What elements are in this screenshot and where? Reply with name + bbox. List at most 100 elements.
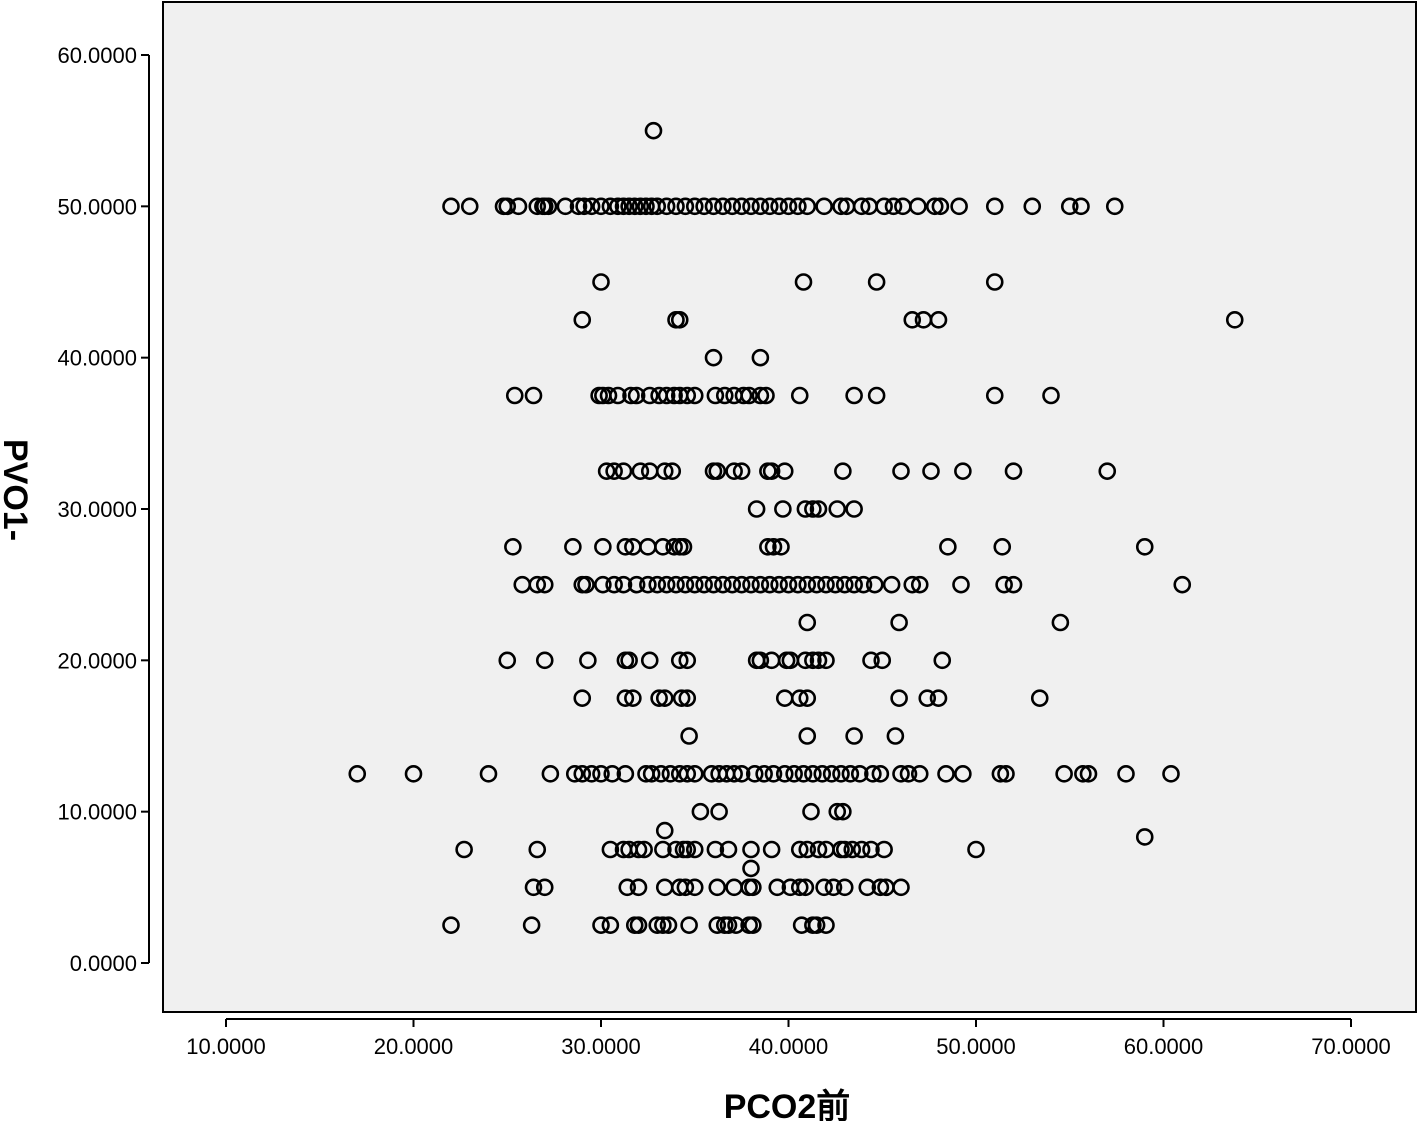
data-point bbox=[871, 878, 890, 897]
data-point bbox=[760, 575, 779, 594]
data-point bbox=[742, 197, 760, 216]
data-point bbox=[862, 651, 880, 670]
data-point bbox=[817, 575, 835, 594]
data-point bbox=[890, 689, 908, 707]
data-point bbox=[648, 916, 667, 934]
data-point bbox=[714, 197, 732, 216]
data-point bbox=[706, 840, 725, 859]
data-point bbox=[768, 878, 787, 897]
x-tick-label: 30.0000 bbox=[561, 1034, 641, 1059]
data-point bbox=[657, 575, 676, 594]
data-point bbox=[751, 651, 770, 670]
data-point bbox=[789, 197, 807, 216]
data-point bbox=[652, 765, 670, 783]
data-point bbox=[950, 197, 968, 216]
data-point bbox=[592, 765, 610, 783]
data-point bbox=[592, 273, 610, 291]
data-point bbox=[832, 765, 850, 783]
data-point bbox=[798, 613, 817, 632]
data-point bbox=[627, 386, 646, 405]
data-point bbox=[605, 462, 623, 480]
data-point bbox=[597, 462, 616, 480]
y-axis-title: PVO1- bbox=[0, 439, 34, 541]
data-point bbox=[674, 538, 693, 556]
y-tick-label: 60.0000 bbox=[57, 43, 137, 68]
data-point bbox=[655, 462, 674, 480]
data-point bbox=[691, 802, 710, 821]
data-point bbox=[1105, 197, 1124, 216]
data-point bbox=[622, 386, 640, 405]
data-point bbox=[770, 197, 788, 216]
data-point bbox=[676, 197, 695, 216]
data-point bbox=[740, 386, 758, 405]
data-point bbox=[937, 765, 955, 783]
data-point bbox=[1117, 765, 1135, 783]
data-point bbox=[757, 386, 775, 405]
data-point bbox=[815, 197, 833, 216]
data-point bbox=[725, 765, 743, 783]
data-point bbox=[796, 878, 815, 897]
data-point bbox=[903, 575, 922, 594]
data-point bbox=[642, 765, 661, 783]
data-point bbox=[925, 197, 944, 216]
data-point bbox=[665, 386, 683, 405]
data-point bbox=[882, 575, 901, 594]
data-point bbox=[404, 765, 423, 783]
data-point bbox=[1225, 311, 1244, 329]
data-point bbox=[582, 197, 601, 216]
data-point bbox=[909, 197, 927, 216]
data-point bbox=[903, 311, 922, 329]
data-point bbox=[655, 689, 674, 707]
x-axis: 10.0000 20.0000 30.0000 40.0000 50.0000 60.00… bbox=[186, 1018, 1391, 1059]
data-point bbox=[678, 689, 697, 707]
data-point bbox=[886, 727, 905, 745]
data-point bbox=[751, 197, 770, 216]
data-point bbox=[348, 765, 367, 783]
data-point bbox=[1030, 689, 1049, 707]
data-point bbox=[985, 386, 1004, 405]
data-point bbox=[993, 538, 1012, 556]
data-point bbox=[667, 575, 685, 594]
data-point bbox=[667, 840, 685, 859]
y-axis: 0.0000 10.0000 20.0000 30.0000 40.0000 50.000… bbox=[57, 43, 150, 976]
data-point bbox=[654, 538, 672, 556]
data-point bbox=[835, 575, 854, 594]
data-point bbox=[1004, 575, 1023, 594]
data-point bbox=[794, 765, 813, 783]
x-tick-label: 50.0000 bbox=[936, 1034, 1016, 1059]
data-point bbox=[742, 840, 760, 859]
data-point bbox=[841, 765, 860, 783]
points-layer bbox=[348, 121, 1244, 934]
data-point bbox=[522, 916, 541, 934]
data-point bbox=[575, 197, 593, 216]
data-point bbox=[918, 689, 937, 707]
y-tick-label: 50.0000 bbox=[57, 194, 137, 219]
data-point bbox=[569, 197, 588, 216]
data-point bbox=[785, 765, 803, 783]
data-point bbox=[762, 840, 781, 859]
data-point bbox=[892, 462, 910, 480]
data-point bbox=[1135, 538, 1154, 556]
data-point bbox=[798, 575, 817, 594]
data-point bbox=[744, 916, 762, 934]
data-point bbox=[556, 197, 575, 216]
data-point bbox=[663, 462, 682, 480]
data-point bbox=[790, 878, 809, 897]
data-point bbox=[817, 916, 835, 934]
data-point bbox=[601, 840, 620, 859]
data-point bbox=[504, 538, 522, 556]
data-point bbox=[732, 197, 751, 216]
data-point bbox=[654, 916, 672, 934]
data-point bbox=[648, 575, 667, 594]
data-point bbox=[725, 462, 743, 480]
data-point bbox=[796, 500, 815, 518]
data-point bbox=[624, 689, 642, 707]
data-point bbox=[789, 575, 807, 594]
data-point bbox=[1023, 197, 1042, 216]
data-point bbox=[985, 273, 1004, 291]
data-point bbox=[867, 273, 886, 291]
data-point bbox=[498, 197, 517, 216]
data-point bbox=[790, 386, 809, 405]
data-point bbox=[1162, 765, 1180, 783]
data-point bbox=[890, 613, 908, 632]
